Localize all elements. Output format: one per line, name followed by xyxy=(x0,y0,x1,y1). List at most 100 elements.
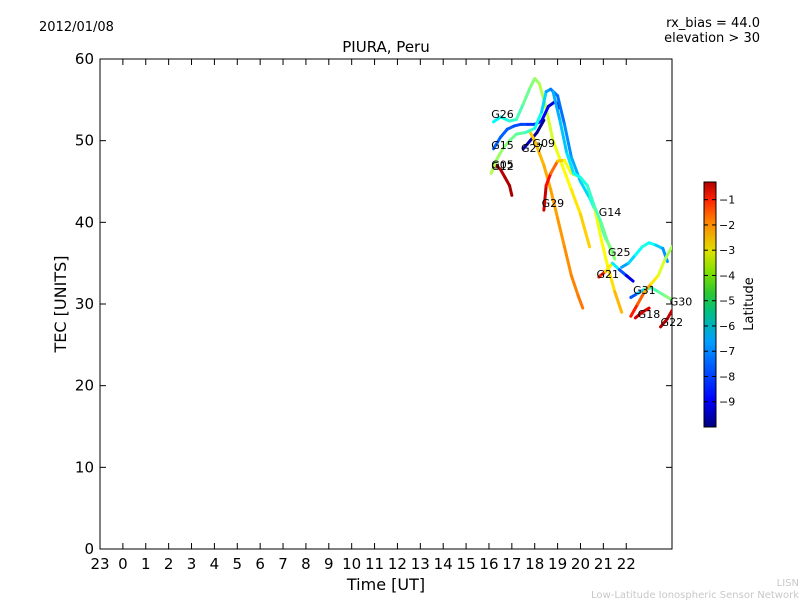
x-tick-label: 11 xyxy=(365,555,384,573)
series-segment xyxy=(498,115,512,123)
series-segment xyxy=(599,237,610,269)
series-segment xyxy=(542,184,548,212)
series-segment xyxy=(627,253,637,265)
satellite-label-g05: G05 xyxy=(491,158,514,171)
series-segment xyxy=(533,139,541,155)
x-tick-label: 4 xyxy=(210,555,220,573)
x-tick-label: 3 xyxy=(187,555,197,573)
series-segment xyxy=(604,261,615,273)
satellite-label-g29: G29 xyxy=(542,197,565,210)
series-segment xyxy=(656,257,667,277)
x-tick-label: 14 xyxy=(434,555,453,573)
colorbar-tick-label: −9 xyxy=(719,396,735,409)
colorbar-tick-label: −1 xyxy=(719,194,735,207)
satellite-label-g27: G27 xyxy=(521,142,544,155)
series-segment xyxy=(636,290,647,306)
series-segment xyxy=(578,180,592,200)
series-segment xyxy=(521,139,532,151)
y-axis: 0 10 20 30 40 50 60 xyxy=(75,50,672,558)
satellite-label-g15: G15 xyxy=(491,139,514,152)
series-segment xyxy=(533,110,544,130)
series-g05 xyxy=(494,163,514,197)
colorbar-ticks: −1 −2 −3 −4 −5 −6 −7 −8 −9 xyxy=(704,194,735,409)
y-tick-label: 0 xyxy=(84,540,94,558)
series-segment xyxy=(537,82,548,110)
credit-lisn: LISN xyxy=(777,578,799,589)
x-tick-label: 15 xyxy=(457,555,476,573)
series-segment xyxy=(498,127,509,139)
series-segment xyxy=(624,273,635,283)
series-g09 xyxy=(528,131,585,310)
x-tick-label: 6 xyxy=(255,555,265,573)
series-segment xyxy=(585,184,596,208)
x-tick-label: 1 xyxy=(141,555,151,573)
series-segment xyxy=(514,102,525,121)
series-segment xyxy=(562,158,573,175)
x-tick-label: 9 xyxy=(324,555,334,573)
series-segment xyxy=(544,106,555,143)
colorbar-label: Latitude xyxy=(742,277,757,331)
series-segment xyxy=(611,261,621,272)
x-axis-label: Time [UT] xyxy=(346,575,425,594)
x-tick-label: 2 xyxy=(164,555,174,573)
colorbar xyxy=(703,181,717,428)
series-segment xyxy=(565,151,576,175)
series-segment xyxy=(665,309,672,321)
series-segment xyxy=(542,163,553,192)
y-axis-label: TEC [UNITS] xyxy=(51,256,70,354)
series-segment xyxy=(578,212,592,249)
y-tick-label: 50 xyxy=(75,132,94,150)
series-segment xyxy=(643,282,653,294)
series-segment xyxy=(640,306,651,314)
series-layer xyxy=(489,77,672,329)
satellite-label-g25: G25 xyxy=(608,246,631,259)
series-segment xyxy=(606,265,617,294)
series-segment xyxy=(540,90,548,114)
x-tick-label: 12 xyxy=(388,555,407,573)
series-segment xyxy=(494,147,505,163)
series-segment xyxy=(569,188,582,216)
series-segment xyxy=(560,163,573,192)
satellite-label-g18: G18 xyxy=(638,308,661,321)
series-g30 xyxy=(629,245,672,318)
x-tick-label: 8 xyxy=(301,555,311,573)
series-segment xyxy=(528,131,537,143)
x-tick-label: 7 xyxy=(278,555,288,573)
series-segment xyxy=(562,245,573,277)
x-tick-label: 17 xyxy=(502,555,521,573)
series-segment xyxy=(633,245,644,257)
series-segment xyxy=(549,188,560,220)
x-axis: 23 0 1 2 3 4 5 6 7 8 9 10 11 12 13 14 15 16 17 18 19 20 21 22 xyxy=(90,59,636,573)
colorbar-tick-label: −6 xyxy=(719,320,735,333)
series-segment xyxy=(606,241,617,261)
series-segment xyxy=(556,94,566,126)
series-segment xyxy=(528,77,537,90)
x-tick-label: 21 xyxy=(594,555,613,573)
series-segment xyxy=(592,204,603,224)
series-segment xyxy=(508,184,514,197)
series-segment xyxy=(576,294,585,310)
x-tick-label: 19 xyxy=(548,555,567,573)
series-g22 xyxy=(659,309,672,329)
series-segment xyxy=(663,245,672,261)
y-tick-label: 20 xyxy=(75,377,94,395)
series-segment xyxy=(578,175,589,188)
chart-title: PIURA, Peru xyxy=(342,38,429,56)
x-tick-label: 18 xyxy=(525,555,544,573)
series-segment xyxy=(613,290,624,314)
credit-network: Low-Latitude Ionospheric Sensor Network xyxy=(591,590,799,600)
series-segment xyxy=(649,273,660,286)
series-segment xyxy=(558,118,569,155)
series-segment xyxy=(551,90,562,122)
series-segment xyxy=(540,104,550,123)
y-tick-label: 60 xyxy=(75,50,94,68)
series-segment xyxy=(659,317,669,329)
x-tick-label: 23 xyxy=(90,555,109,573)
series-segment xyxy=(556,216,566,249)
series-g18 xyxy=(633,306,651,320)
satellite-label-g31: G31 xyxy=(633,284,656,297)
series-segment xyxy=(498,167,507,179)
colorbar-tick-label: −5 xyxy=(719,295,735,308)
plot-area xyxy=(99,58,673,550)
